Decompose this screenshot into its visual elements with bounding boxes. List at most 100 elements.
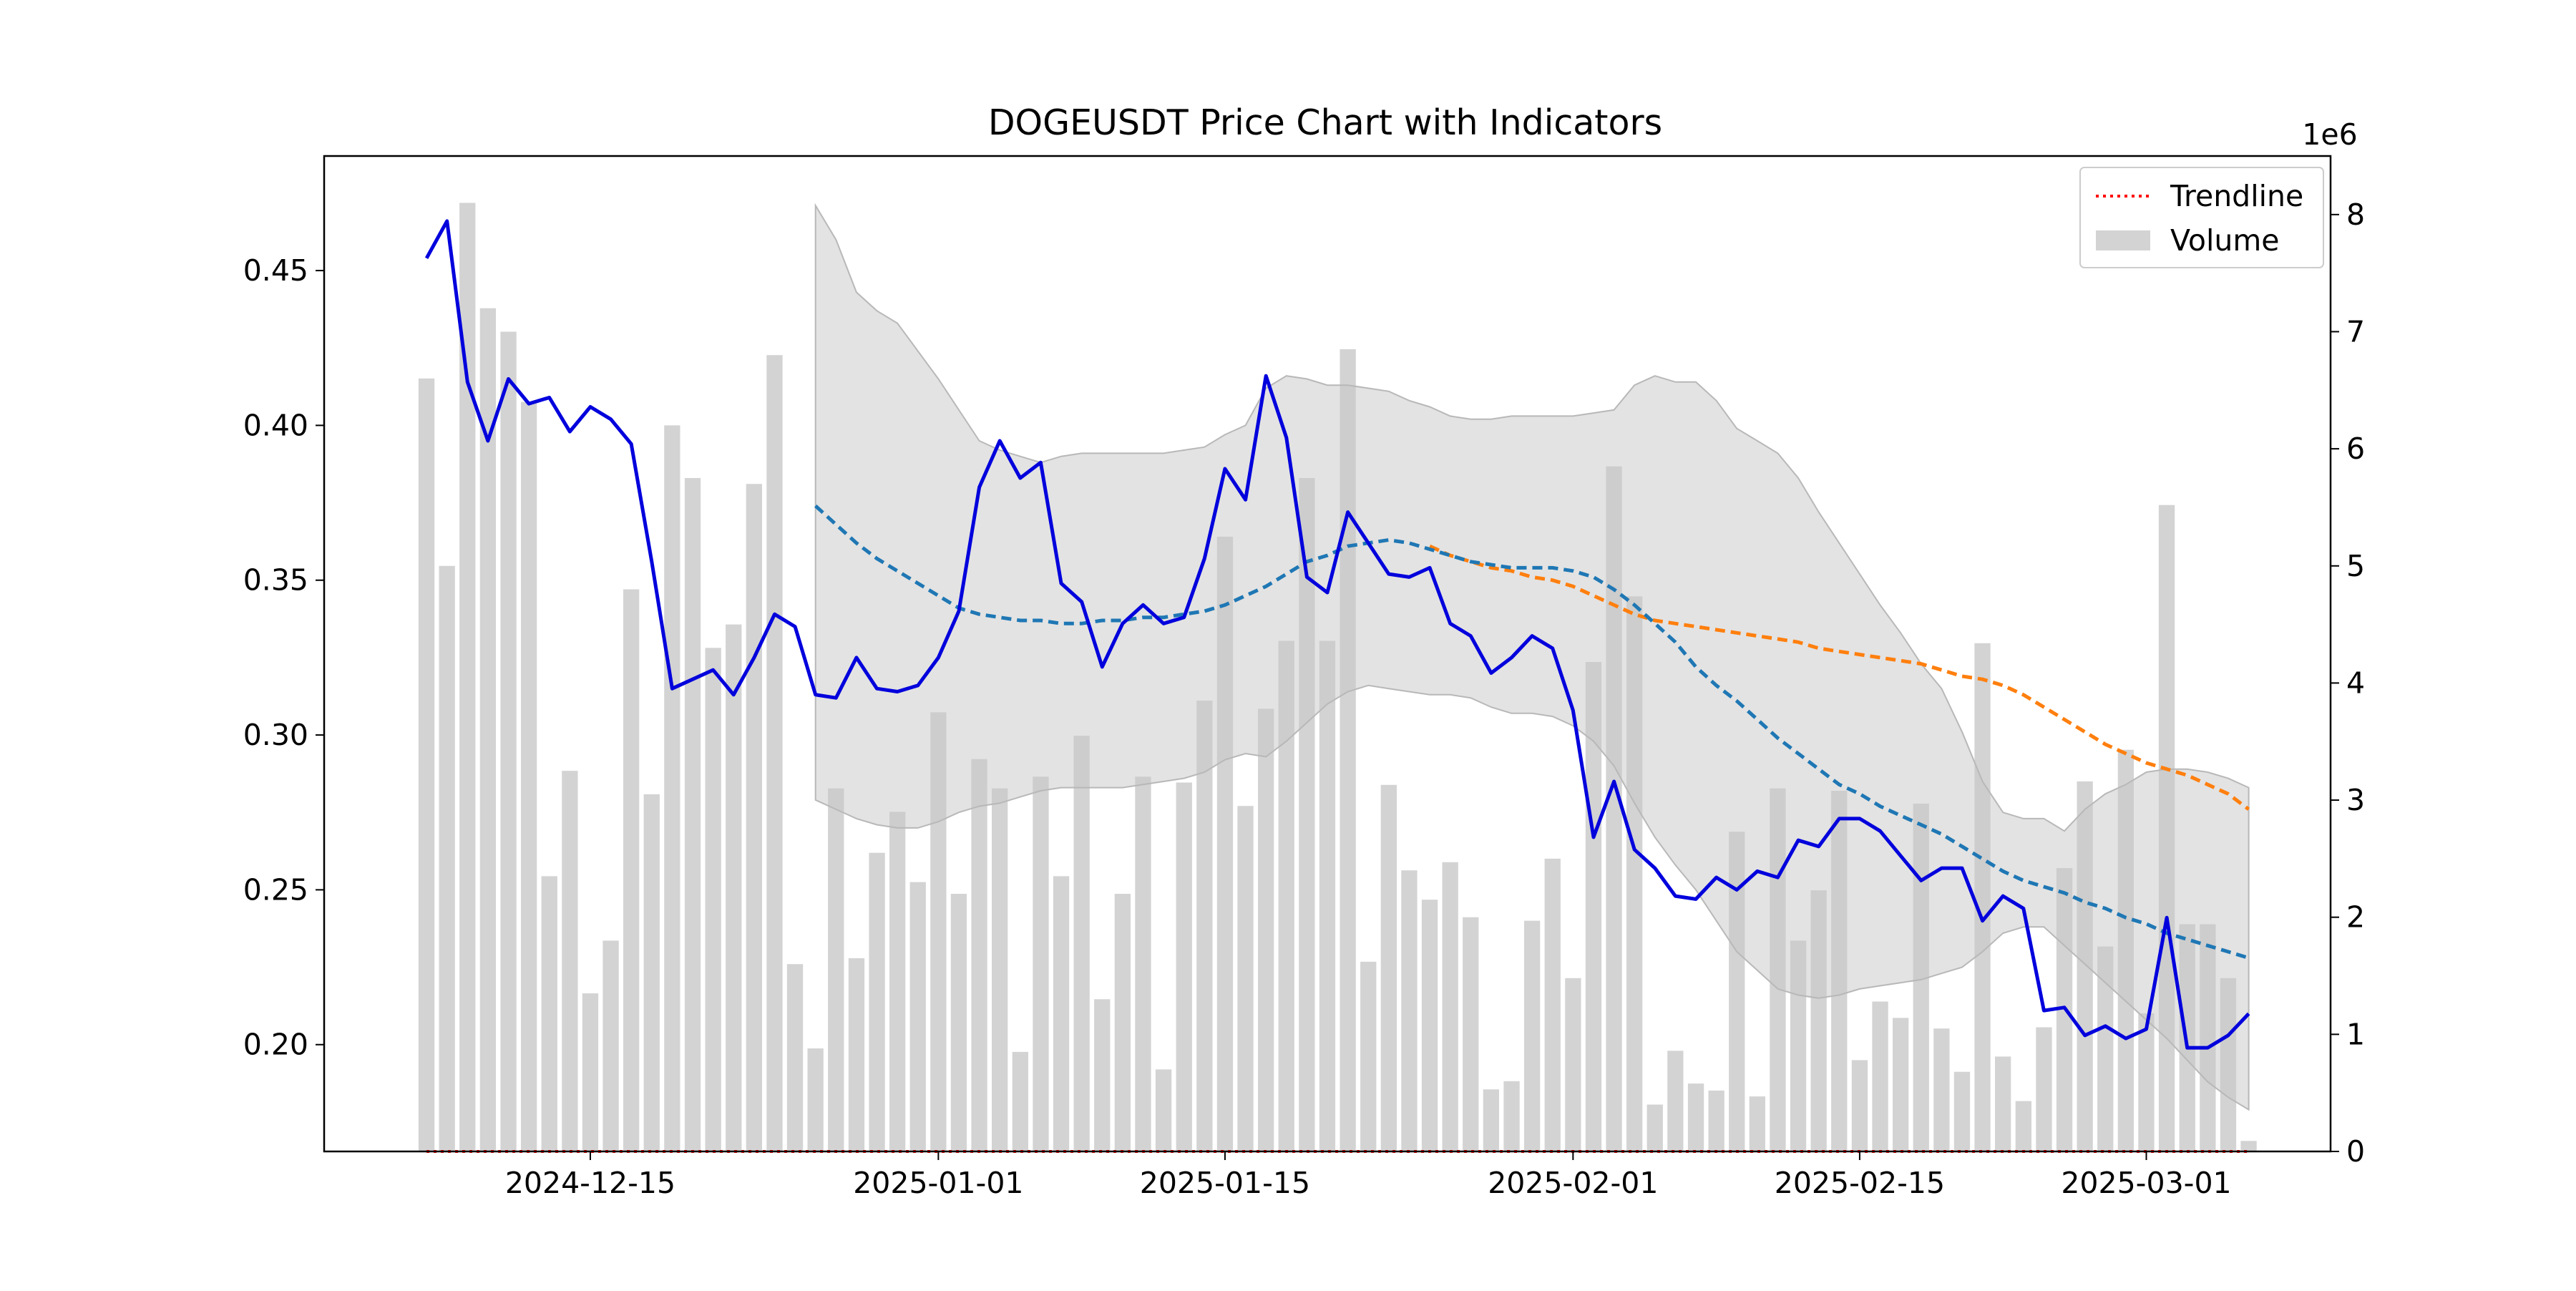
volume-bar [1687, 1083, 1704, 1151]
left-y-tick-label: 0.45 [243, 253, 308, 288]
volume-bar [869, 852, 885, 1151]
volume-bar [439, 565, 455, 1151]
volume-bar [1237, 806, 1254, 1151]
left-y-tick-label: 0.40 [243, 408, 308, 442]
volume-bar [1872, 1001, 1888, 1151]
volume-bar [1053, 876, 1070, 1151]
volume-bar [1893, 1018, 1909, 1151]
volume-bar [1442, 862, 1458, 1151]
volume-bar [1155, 1069, 1172, 1151]
volume-bar [1380, 784, 1397, 1151]
left-y-tick-label: 0.30 [243, 718, 308, 752]
right-y-tick-label: 0 [2346, 1134, 2365, 1169]
volume-bar [746, 484, 762, 1151]
volume-bar [992, 788, 1008, 1151]
volume-bar [726, 624, 742, 1151]
volume-bar [1278, 640, 1294, 1151]
volume-bar [1319, 640, 1336, 1151]
ma-short-line [814, 505, 2250, 960]
legend-label: Volume [2170, 223, 2280, 258]
volume-bar [1483, 1089, 1499, 1151]
ma-long-line [1429, 544, 2250, 811]
volume-bar [1033, 776, 1049, 1151]
volume-bar [418, 378, 435, 1151]
volume-bar [848, 958, 865, 1151]
right-y-tick-label: 5 [2346, 549, 2365, 583]
legend: Trendline Volume [2079, 167, 2324, 268]
right-y-tick-label: 2 [2346, 900, 2365, 935]
volume-bar [1544, 858, 1561, 1151]
volume-bar [1196, 701, 1213, 1151]
volume-bar [500, 331, 517, 1151]
axes: 2024-12-15 2025-01-01 2025-01-15 2025-02-01… [243, 155, 2365, 1200]
right-y-tick-label: 7 [2346, 314, 2365, 349]
volume-bar [459, 203, 476, 1151]
volume-bar [684, 478, 701, 1151]
volume-bar [1094, 999, 1111, 1151]
volume-bar [2138, 1013, 2155, 1151]
volume-bar [1360, 961, 1377, 1151]
volume-bar [766, 355, 783, 1152]
plot-frame [323, 155, 2332, 1153]
volume-bar [1073, 736, 1090, 1151]
volume-bar [1401, 870, 1418, 1151]
volume-bar [950, 894, 967, 1151]
legend-volume-swatch [2096, 230, 2150, 250]
left-y-tick-label: 0.20 [243, 1028, 308, 1062]
volume-bar [582, 993, 599, 1151]
left-y-tick-label: 0.35 [243, 563, 308, 598]
volume-bar [1463, 917, 1479, 1151]
right-axis-scale-label: 1e6 [2302, 117, 2357, 152]
right-y-tick-label: 1 [2346, 1017, 2365, 1051]
volume-bar [1953, 1071, 1971, 1151]
volume-bar [1851, 1060, 1868, 1151]
bollinger-band [814, 203, 2250, 1111]
volume-bar [479, 308, 496, 1152]
x-tick-label: 2025-03-01 [2061, 1166, 2231, 1200]
volume-bar [664, 425, 680, 1151]
price-line [424, 219, 2250, 1050]
left-y-tick-label: 0.25 [243, 872, 308, 907]
volume-bar [1176, 782, 1192, 1151]
x-tick-label: 2024-12-15 [505, 1166, 675, 1200]
volume-bar [1503, 1081, 1520, 1151]
volume-bar [1135, 776, 1151, 1151]
volume-bar [807, 1048, 824, 1151]
volume-bar [1585, 662, 1602, 1151]
right-y-tick-label: 3 [2346, 783, 2365, 817]
volume-bar [2015, 1101, 2031, 1151]
volume-bar [521, 401, 537, 1152]
volume-bar [786, 964, 804, 1151]
volume-bar [1933, 1028, 1950, 1151]
volume-bar [602, 940, 619, 1151]
right-y-tick-label: 4 [2346, 666, 2365, 700]
volume-bar [541, 876, 557, 1151]
volume-bar [2240, 1141, 2257, 1151]
volume-bar [1667, 1051, 1684, 1151]
volume-bar [562, 771, 578, 1151]
x-tick-label: 2025-01-01 [853, 1166, 1023, 1200]
x-tick-label: 2025-01-15 [1140, 1166, 1310, 1200]
volume-bar [623, 589, 640, 1151]
volume-bar [1995, 1056, 2011, 1151]
volume-bar [971, 759, 987, 1151]
x-tick-label: 2025-02-01 [1488, 1166, 1658, 1200]
volume-bar [1524, 920, 1541, 1151]
legend-label: Trendline [2170, 179, 2303, 213]
volume-bar [1114, 894, 1131, 1151]
volume-bar [1749, 1096, 1765, 1151]
volume-bars [418, 203, 2257, 1152]
chart-title: DOGEUSDT Price Chart with Indicators [988, 102, 1662, 143]
volume-bar [2097, 946, 2114, 1151]
volume-bar [828, 788, 844, 1151]
volume-bar [1565, 978, 1581, 1151]
volume-bar [1421, 900, 1438, 1151]
right-y-tick-label: 8 [2346, 198, 2365, 232]
volume-bar [1646, 1104, 1663, 1151]
volume-bar [2036, 1027, 2052, 1151]
band-area [814, 203, 2250, 1111]
volume-bar [909, 882, 926, 1151]
volume-bar [1012, 1051, 1028, 1151]
